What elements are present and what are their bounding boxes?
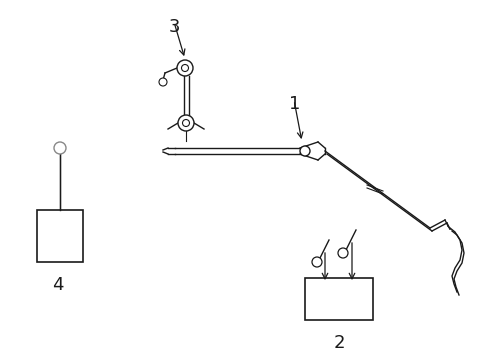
Text: 1: 1 [289, 95, 300, 113]
Circle shape [178, 115, 194, 131]
Circle shape [311, 257, 321, 267]
Text: 3: 3 [168, 18, 180, 36]
Text: 2: 2 [332, 334, 344, 352]
Circle shape [182, 120, 189, 126]
Text: 4: 4 [52, 276, 63, 294]
Circle shape [181, 64, 188, 72]
Circle shape [299, 146, 309, 156]
Circle shape [159, 78, 167, 86]
Circle shape [177, 60, 193, 76]
Bar [305, 278, 372, 320]
Circle shape [337, 248, 347, 258]
Bar [37, 210, 83, 262]
Circle shape [54, 142, 66, 154]
